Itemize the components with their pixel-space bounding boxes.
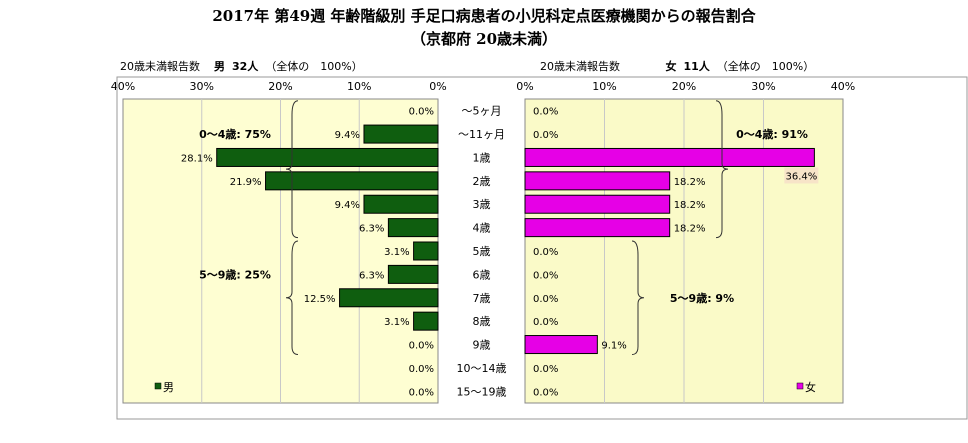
male-value-label: 6.3%	[359, 224, 384, 235]
male-value-label: 3.1%	[384, 247, 409, 258]
left-tick-label: 20%	[268, 80, 292, 93]
male-bar	[363, 124, 439, 144]
female-value-label: 0.0%	[533, 294, 558, 305]
male-bar	[216, 147, 439, 167]
female-value-label: 0.0%	[533, 387, 558, 398]
left-tick-label: 10%	[347, 80, 371, 93]
female-value-label: 9.1%	[601, 341, 626, 352]
right-tick-label: 30%	[751, 80, 775, 93]
right-header-sex: 女	[665, 60, 677, 73]
female-value-label: 36.4%	[785, 171, 817, 182]
male-value-label: 0.0%	[409, 107, 434, 118]
female-group-label-5-9: 5～9歳: 9%	[670, 291, 734, 305]
female-value-label: 0.0%	[533, 130, 558, 141]
female-bar	[524, 171, 671, 191]
male-legend-swatch	[154, 382, 162, 390]
male-group-label-0-4: 0～4歳: 75%	[199, 127, 271, 141]
right-tick-label: 10%	[592, 80, 616, 93]
female-value-label: 0.0%	[533, 247, 558, 258]
category-label: 7歳	[473, 292, 491, 305]
male-bar	[339, 288, 439, 308]
female-brace-0-4	[715, 100, 729, 239]
male-value-label: 9.4%	[335, 200, 360, 211]
right-tick-label: 20%	[672, 80, 696, 93]
category-label: ～11ヶ月	[458, 128, 505, 141]
male-legend-label: 男	[163, 381, 174, 394]
female-legend-swatch	[796, 382, 804, 390]
left-header-sex: 男	[214, 60, 225, 73]
left-header-note: （全体の 100%）	[265, 60, 363, 73]
male-value-label: 3.1%	[384, 317, 409, 328]
left-tick-label: 0%	[429, 80, 446, 93]
category-label: 5歳	[473, 245, 491, 258]
female-group-label-0-4: 0～4歳: 91%	[736, 127, 808, 141]
category-label: 4歳	[473, 222, 491, 235]
right-header: 20歳未満報告数 女 11人 （全体の 100%）	[540, 58, 814, 74]
male-bar	[265, 171, 439, 191]
chart-subtitle: （京都府 20歳未満）	[410, 30, 558, 48]
male-value-label: 12.5%	[304, 294, 336, 305]
female-value-label: 18.2%	[674, 177, 706, 188]
female-bar	[524, 147, 815, 167]
male-bar	[363, 194, 439, 214]
male-value-label: 0.0%	[409, 364, 434, 375]
category-label: 1歳	[473, 151, 491, 164]
category-label: 10～14歳	[457, 362, 507, 375]
male-bar	[387, 264, 439, 284]
female-bar	[524, 194, 671, 214]
male-brace-0-4	[285, 100, 299, 239]
category-label: ～5ヶ月	[462, 105, 502, 118]
female-legend-label: 女	[805, 380, 816, 394]
chart-title: 2017年 第49週 年齢階級別 手足口病患者の小児科定点医療機関からの報告割合	[212, 7, 756, 25]
male-bar	[413, 241, 439, 261]
left-header-count: 32人	[232, 60, 259, 73]
right-header-note: （全体の 100%）	[716, 60, 815, 73]
female-value-label: 0.0%	[533, 107, 558, 118]
male-bar	[387, 218, 439, 238]
male-value-label: 0.0%	[409, 387, 434, 398]
female-value-label: 18.2%	[674, 224, 706, 235]
female-value-label: 0.0%	[533, 317, 558, 328]
male-group-label-5-9: 5～9歳: 25%	[199, 267, 271, 281]
female-value-label-bg	[784, 167, 819, 184]
category-label: 8歳	[473, 315, 491, 328]
right-tick-label: 40%	[831, 80, 855, 93]
male-value-label: 9.4%	[335, 130, 360, 141]
male-value-label: 21.9%	[230, 177, 262, 188]
left-header-label: 20歳未満報告数	[120, 60, 200, 73]
right-tick-label: 0%	[516, 80, 533, 93]
left-header: 20歳未満報告数 男 32人 （全体の 100%）	[120, 58, 363, 74]
male-value-label: 6.3%	[359, 270, 384, 281]
female-brace-5-9	[631, 240, 645, 356]
outer-frame	[116, 76, 968, 420]
right-header-count: 11人	[683, 60, 710, 73]
left-tick-label: 40%	[111, 80, 135, 93]
category-label: 2歳	[473, 175, 491, 188]
category-label: 3歳	[473, 198, 491, 211]
category-label: 15～19歳	[457, 385, 507, 398]
female-value-label: 0.0%	[533, 270, 558, 281]
male-brace-5-9	[285, 240, 299, 356]
right-header-label: 20歳未満報告数	[540, 60, 620, 73]
male-value-label: 28.1%	[181, 153, 213, 164]
male-bar	[413, 311, 439, 331]
male-value-label: 0.0%	[409, 341, 434, 352]
female-value-label: 0.0%	[533, 364, 558, 375]
category-label: 6歳	[473, 268, 491, 281]
female-value-label: 18.2%	[674, 200, 706, 211]
category-label: 9歳	[473, 339, 491, 352]
female-bar	[524, 335, 598, 355]
female-bar	[524, 218, 671, 238]
left-tick-label: 30%	[190, 80, 214, 93]
